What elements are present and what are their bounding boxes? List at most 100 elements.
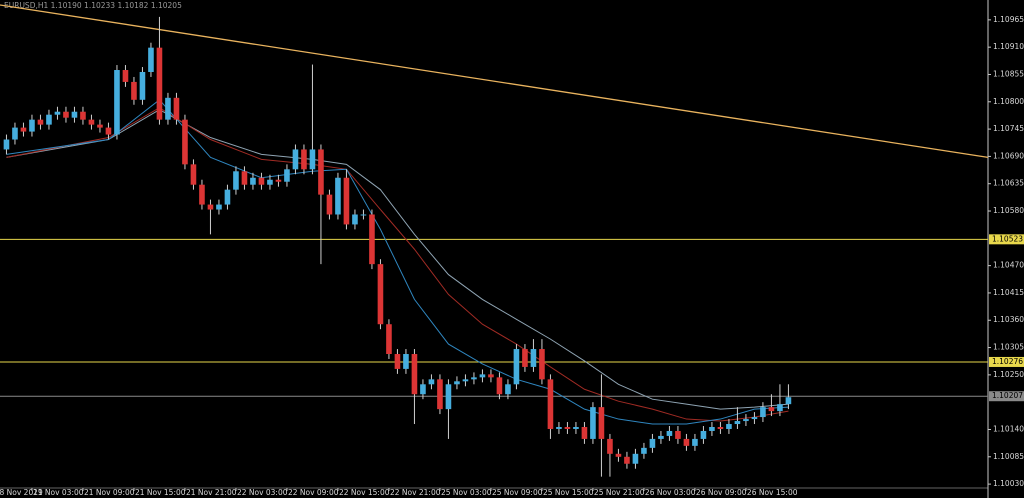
candle-body	[207, 204, 214, 210]
candle-body	[437, 379, 443, 410]
candle-body	[250, 177, 256, 185]
price-level-label: 1.10207	[992, 391, 1023, 400]
y-tick-label: 1.10030	[993, 479, 1024, 488]
candle-body	[454, 381, 460, 385]
x-tick-label: 26 Nov 03:00	[645, 488, 696, 497]
candle-body	[352, 214, 358, 225]
candle-body	[590, 407, 596, 439]
y-tick-label: 1.10745	[993, 124, 1024, 133]
y-tick-label: 1.10635	[993, 179, 1024, 188]
candle-body	[496, 377, 503, 395]
candle-body	[573, 426, 579, 429]
candle-body	[233, 171, 239, 190]
candle-body	[641, 447, 647, 454]
y-tick-label: 1.10470	[993, 261, 1024, 270]
candle-body	[479, 374, 486, 378]
candle-body	[63, 111, 69, 118]
candle-body	[411, 354, 418, 395]
candle-body	[309, 149, 316, 170]
candle-body	[700, 430, 707, 439]
y-tick-label: 1.10140	[993, 424, 1024, 433]
candle-body	[564, 426, 571, 429]
y-tick-label: 1.10690	[993, 151, 1024, 160]
candle-body	[547, 379, 554, 429]
candle-body	[581, 426, 588, 439]
y-tick-label: 1.10965	[993, 15, 1024, 24]
x-tick-label: 26 Nov 09:00	[696, 488, 747, 497]
candle-body	[683, 438, 690, 446]
candle-body	[71, 111, 78, 118]
candle-body	[88, 119, 95, 125]
x-tick-label: 21 Nov 03:00	[33, 488, 84, 497]
x-tick-label: 25 Nov 15:00	[543, 488, 594, 497]
candle-body	[267, 179, 273, 185]
candle-body	[539, 349, 545, 380]
candle-body	[403, 354, 409, 369]
candle-body	[156, 47, 163, 120]
candle-body	[241, 171, 248, 185]
candle-body	[666, 430, 673, 436]
moving-average-line	[6, 99, 789, 425]
candle-body	[505, 384, 511, 395]
candle-body	[12, 127, 18, 140]
x-tick-label: 26 Nov 15:00	[747, 488, 798, 497]
candle-body	[199, 184, 205, 205]
candle-body	[734, 421, 741, 425]
trend-line	[0, 4, 989, 159]
candle-body	[692, 438, 698, 446]
candle-body	[658, 435, 664, 439]
y-tick-label: 1.10910	[993, 42, 1024, 51]
candle-body	[513, 349, 520, 385]
candle-body	[190, 164, 197, 185]
candle-body	[607, 438, 613, 454]
candle-body	[522, 349, 528, 367]
moving-average-line	[6, 109, 789, 410]
price-level-tag	[989, 234, 1024, 245]
x-tick-label: 21 Nov 15:00	[135, 488, 186, 497]
candle-body	[301, 149, 307, 170]
candle-body	[105, 127, 112, 135]
candle-body	[377, 264, 384, 325]
x-tick-label: 22 Nov 15:00	[339, 488, 390, 497]
candle-body	[37, 119, 44, 125]
candle-body	[445, 384, 452, 410]
candle-body	[649, 438, 656, 448]
x-tick-label: 22 Nov 21:00	[390, 488, 441, 497]
y-tick-label: 1.10250	[993, 370, 1024, 379]
candle-body	[386, 324, 392, 355]
y-tick-label: 1.10305	[993, 343, 1024, 352]
candle-body	[258, 177, 265, 185]
candle-body	[182, 119, 188, 165]
y-tick-label: 1.10855	[993, 69, 1024, 78]
candle-body	[360, 214, 367, 216]
candle-body	[275, 179, 282, 182]
y-tick-label: 1.10800	[993, 97, 1024, 106]
candle-body	[148, 47, 154, 72]
candle-body	[471, 377, 477, 380]
price-level-label: 1.10523	[992, 234, 1023, 243]
candle-body	[488, 374, 494, 378]
candle-body	[165, 97, 171, 120]
y-tick-label: 1.10360	[993, 315, 1024, 324]
moving-average-line	[6, 107, 789, 422]
candle-body	[284, 169, 290, 182]
candle-body	[462, 379, 469, 382]
candle-body	[675, 430, 681, 439]
x-tick-label: 21 Nov 21:00	[186, 488, 237, 497]
y-tick-label: 1.10415	[993, 288, 1024, 297]
y-tick-label: 1.10580	[993, 206, 1024, 215]
candle-body	[326, 194, 333, 215]
candle-body	[624, 456, 630, 464]
candle-body	[709, 426, 715, 431]
candle-body	[20, 127, 27, 132]
candle-body	[97, 124, 103, 128]
chart-title: EURUSD,H1 1.10190 1.10233 1.10182 1.1020…	[4, 1, 182, 10]
candle-body	[46, 114, 52, 125]
price-level-label: 1.10276	[992, 357, 1023, 366]
candle-body	[292, 149, 299, 170]
candle-body	[768, 407, 775, 412]
candle-body	[335, 177, 341, 215]
x-tick-label: 22 Nov 09:00	[288, 488, 339, 497]
x-tick-label: 25 Nov 09:00	[492, 488, 543, 497]
